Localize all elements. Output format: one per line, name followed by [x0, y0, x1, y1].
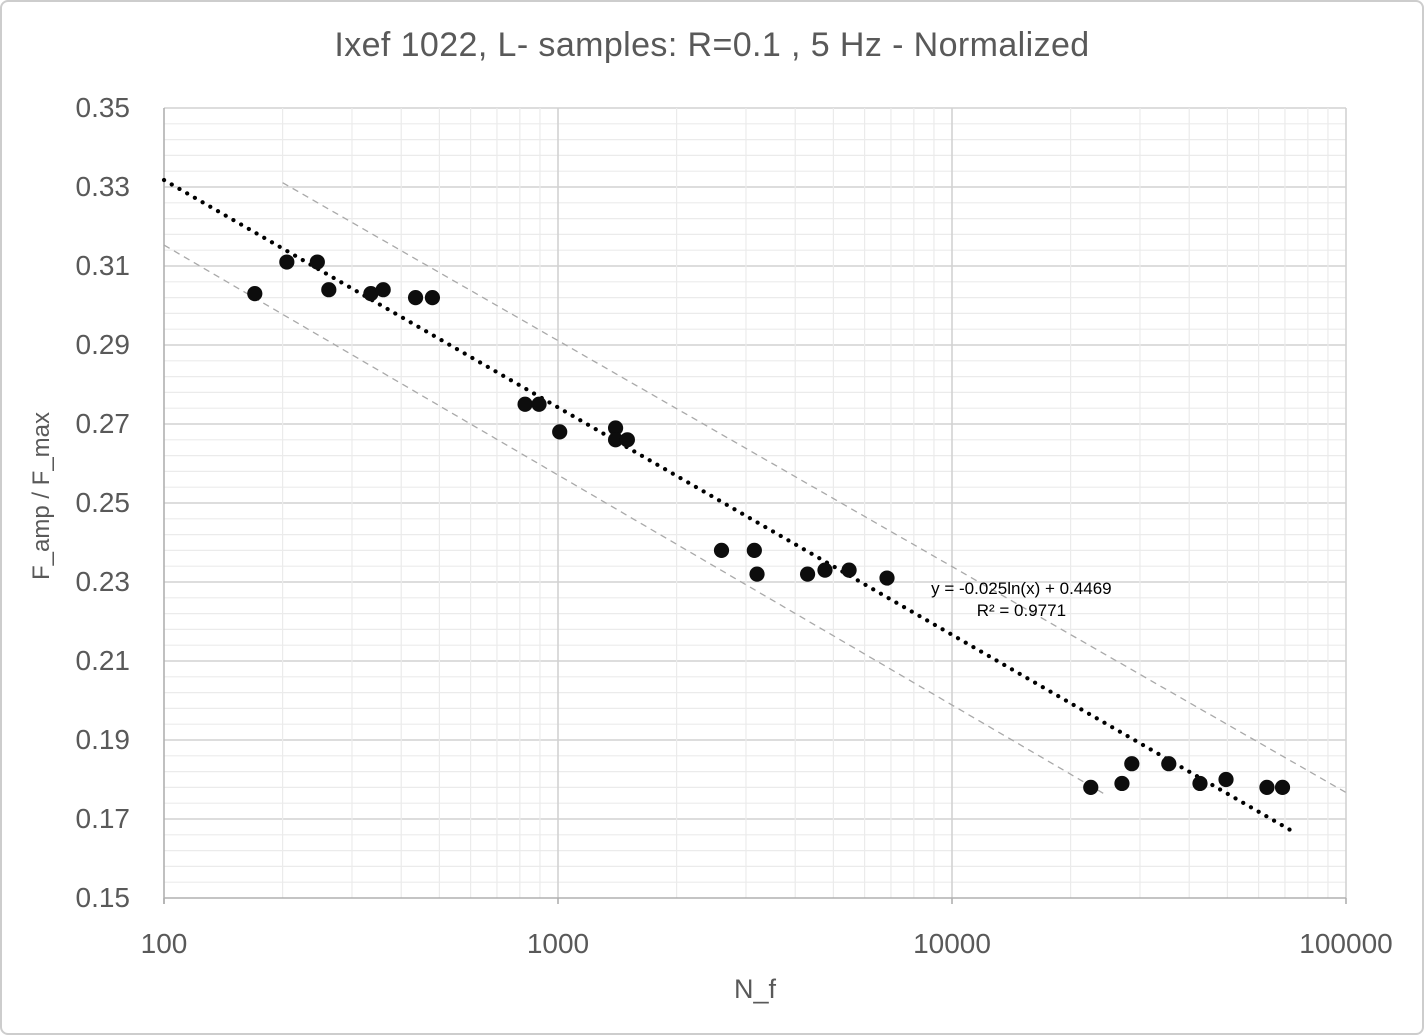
confidence-band-upper	[282, 182, 1347, 794]
data-point	[1274, 779, 1291, 796]
data-point	[1114, 775, 1130, 792]
r-squared-label: R² = 0.9771	[976, 601, 1067, 621]
chart-title: Ixef 1022, L- samples: R=0.1 , 5 Hz - No…	[334, 26, 1090, 64]
data-point	[713, 542, 730, 559]
data-point	[1124, 756, 1140, 772]
x-tick-label: 1000	[526, 928, 590, 959]
data-point	[1218, 771, 1234, 788]
data-point	[1083, 779, 1099, 796]
data-point	[841, 562, 857, 578]
data-point	[552, 424, 568, 440]
data-point	[407, 290, 424, 306]
data-point	[321, 282, 337, 298]
y-tick-label: 0.35	[75, 92, 131, 123]
data-point	[749, 566, 765, 582]
y-tick-label: 0.21	[75, 645, 131, 676]
data-point	[424, 290, 441, 306]
y-tick-label: 0.23	[75, 566, 131, 597]
y-tick-label: 0.29	[75, 329, 131, 360]
trendline-annotation: y = -0.025ln(x) + 0.4469 R² = 0.9771	[931, 578, 1112, 622]
trend-equation-label: y = -0.025ln(x) + 0.4469	[931, 579, 1112, 599]
data-point	[517, 396, 533, 412]
y-tick-label: 0.19	[75, 724, 131, 755]
data-point	[1161, 756, 1177, 772]
y-tick-label: 0.25	[75, 487, 131, 518]
x-axis-title: N_f	[733, 974, 777, 1004]
data-point	[619, 432, 635, 448]
x-tick-label: 100	[140, 928, 188, 959]
data-point	[746, 542, 762, 559]
data-point	[531, 396, 547, 412]
y-tick-label: 0.31	[75, 250, 131, 281]
data-point	[309, 254, 325, 270]
y-tick-label: 0.27	[75, 408, 131, 439]
data-point	[607, 432, 624, 448]
data-point	[1259, 779, 1275, 796]
data-point	[279, 254, 295, 270]
trendline	[161, 177, 1292, 832]
data-point	[1192, 775, 1208, 792]
data-point	[799, 566, 816, 582]
data-point	[817, 562, 833, 578]
x-tick-label: 10000	[913, 928, 991, 959]
x-tick-label: 100000	[1299, 928, 1393, 959]
data-point	[363, 286, 379, 302]
data-point	[375, 282, 391, 298]
y-tick-label: 0.17	[75, 803, 131, 834]
data-point	[879, 570, 895, 586]
y-tick-label: 0.15	[75, 882, 131, 913]
confidence-band-lower	[163, 244, 1106, 796]
data-point	[607, 420, 624, 436]
data-point	[247, 286, 263, 302]
y-tick-label: 0.33	[75, 171, 131, 202]
